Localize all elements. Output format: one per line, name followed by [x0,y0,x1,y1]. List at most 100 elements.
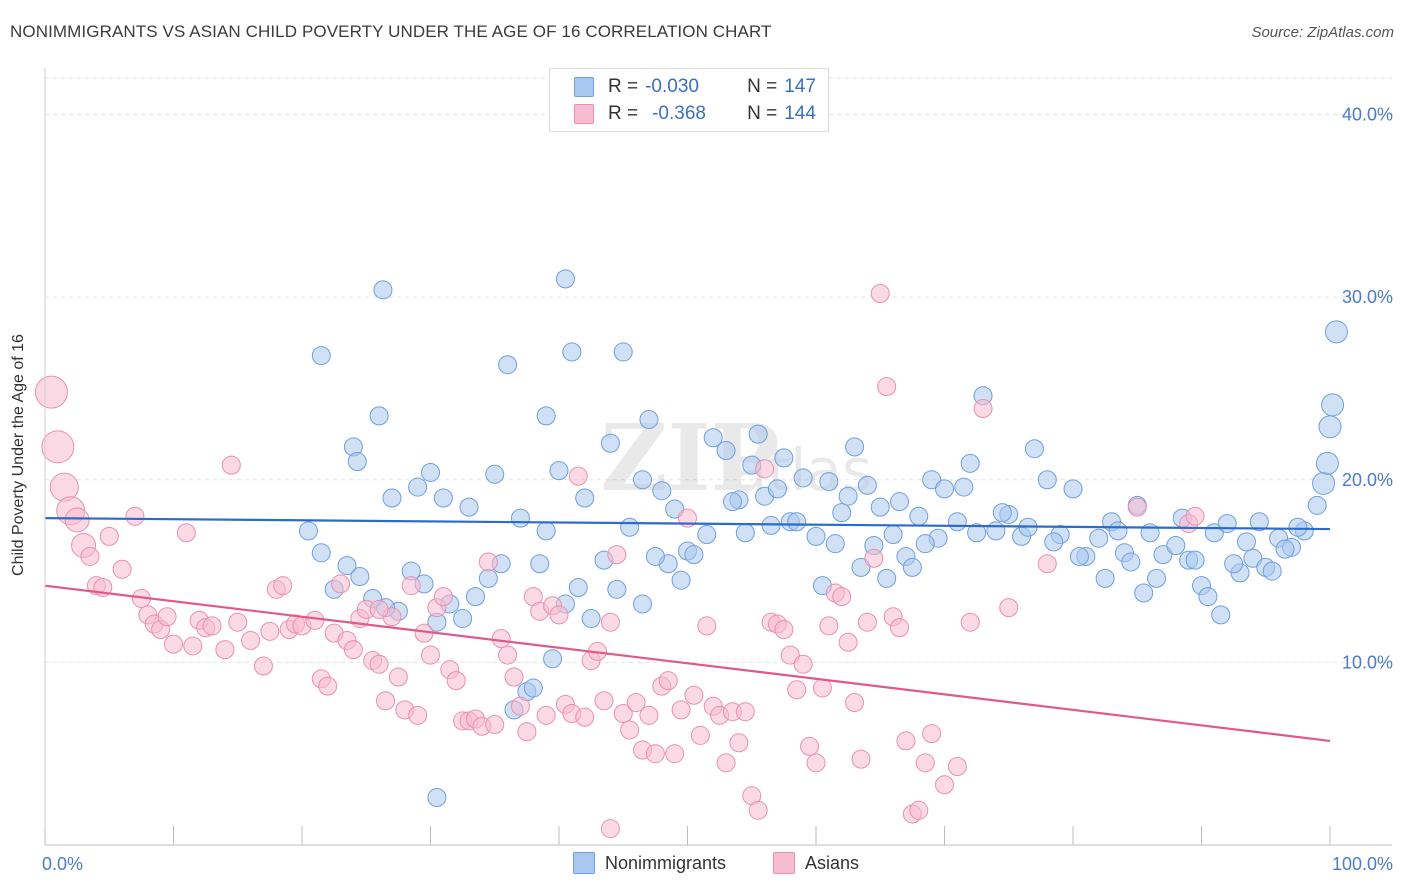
asians-point [851,749,871,769]
asians-point [215,640,235,660]
asians-trend-line [44,584,1331,742]
nonimmigrants-point [806,526,826,546]
asians-point [748,800,768,820]
asians-point [80,546,100,566]
asians-point [806,753,826,773]
asians-point [260,621,280,641]
asians-point [915,753,935,773]
asians-point [446,671,466,691]
asians-point [819,616,839,636]
legend-swatch-pink [574,104,594,124]
nonimmigrants-point [1312,471,1336,495]
nonimmigrants-point [337,556,357,576]
asians-point [183,636,203,656]
asians-point [228,612,248,632]
nonimmigrants-point [1063,479,1083,499]
axes [44,68,1392,846]
nonimmigrants-point [947,512,967,532]
asians-point [973,399,993,419]
nonimmigrants-point [421,462,440,482]
asians-point [690,725,710,745]
asians-point [845,693,865,713]
asians-point [639,705,659,725]
asians-point [716,753,736,773]
asians-point [491,629,511,649]
tick-labels: 10.0% 20.0% 30.0% 40.0% 0.0% 100.0% [42,105,1393,874]
nonimmigrants-point [575,488,595,508]
nonimmigrants-point [1288,517,1308,537]
asians-point [549,605,569,625]
nonimmigrants-point [857,475,877,495]
asians-point [671,700,691,720]
nonimmigrants-point [716,441,736,461]
asians-point [838,632,858,652]
x-tick-label: 0.0% [42,854,83,874]
asians-point [99,526,119,546]
nonimmigrants-point [311,346,331,366]
nonimmigrants-point [748,424,768,444]
nonimmigrants-point [793,468,813,488]
nonimmigrants-point [819,472,839,492]
legend-n-label: N = [747,76,778,97]
nonimmigrants-point [1044,532,1064,552]
nonimmigrants-point [523,678,543,698]
asians-point [241,630,261,650]
nonimmigrants-point [870,497,890,517]
asians-point [735,702,755,722]
nonimmigrants-point [1121,552,1141,572]
nonimmigrants-point [1243,548,1263,568]
x-tick-label: 100.0% [1332,854,1393,874]
asians-point [857,612,877,632]
nonimmigrants-point [600,433,620,453]
asians-point [421,645,440,665]
nonimmigrants-point [485,464,505,484]
legend-r-value: -0.368 [652,103,706,124]
nonimmigrants-point [1069,546,1089,566]
asians-point [832,587,852,607]
nonimmigrants-point [478,568,498,588]
asians-point [478,552,498,572]
chart-title: NONIMMIGRANTS VS ASIAN CHILD POVERTY UND… [10,22,772,41]
nonimmigrants-point [890,492,910,512]
legend-row-asians: R = -0.368 N = 144 [574,101,816,127]
legend-r-label: R = [608,76,639,97]
asians-point [697,616,717,636]
asians-point [607,545,627,565]
nonimmigrants-point [845,437,865,457]
nonimmigrants-point [1224,554,1244,574]
nonimmigrants-point [408,477,428,497]
nonimmigrants-point [1262,561,1282,581]
nonimmigrants-point [311,543,331,563]
nonimmigrants-point [787,512,807,532]
nonimmigrants-point [1315,451,1339,475]
nonimmigrants-point [543,649,563,669]
asians-point [999,598,1019,618]
asians-point [485,714,505,734]
asians-point [376,691,396,711]
asians-point [388,667,408,687]
nonimmigrants-point [1095,568,1115,588]
asians-point [877,377,897,397]
asians-point [510,696,530,716]
legend-n-label: N = [747,103,778,124]
nonimmigrants-point [1024,439,1044,459]
nonimmigrants-point [665,499,685,519]
nonimmigrants-point [851,557,871,577]
nonimmigrants-point [633,470,653,490]
asians-point [41,430,75,464]
y-tick-label: 20.0% [1342,470,1393,490]
asians-point [1185,506,1205,526]
asians-point [305,610,325,630]
source-credit: Source: ZipAtlas.com [1251,24,1394,41]
nonimmigrants-point [568,578,588,598]
nonimmigrants-point [1307,495,1327,515]
nonimmigrants-point [1249,512,1269,532]
nonimmigrants-point [838,486,858,506]
nonimmigrants-point [967,523,987,543]
nonimmigrants-point [671,570,691,590]
gridlines [45,77,1392,663]
nonimmigrants-point [1275,539,1295,559]
asians-points [34,283,1205,839]
asians-point [202,616,222,636]
